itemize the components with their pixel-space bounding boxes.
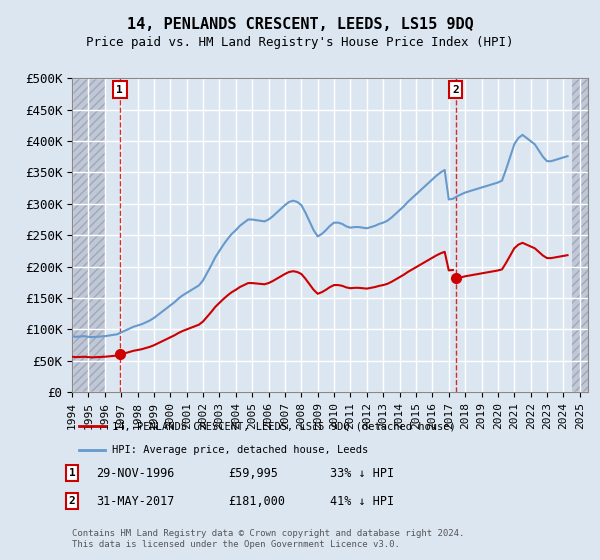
Text: 31-MAY-2017: 31-MAY-2017 [96, 494, 175, 508]
Text: £181,000: £181,000 [228, 494, 285, 508]
Text: Contains HM Land Registry data © Crown copyright and database right 2024.
This d: Contains HM Land Registry data © Crown c… [72, 529, 464, 549]
Text: 14, PENLANDS CRESCENT, LEEDS, LS15 9DQ: 14, PENLANDS CRESCENT, LEEDS, LS15 9DQ [127, 17, 473, 32]
Text: 29-NOV-1996: 29-NOV-1996 [96, 466, 175, 480]
Text: Price paid vs. HM Land Registry's House Price Index (HPI): Price paid vs. HM Land Registry's House … [86, 36, 514, 49]
Text: 33% ↓ HPI: 33% ↓ HPI [330, 466, 394, 480]
Text: 2: 2 [68, 496, 76, 506]
Text: 2: 2 [452, 85, 459, 95]
Bar [72, 78, 105, 392]
Text: 14, PENLANDS CRESCENT, LEEDS, LS15 9DQ (detached house): 14, PENLANDS CRESCENT, LEEDS, LS15 9DQ (… [112, 421, 455, 431]
Text: 41% ↓ HPI: 41% ↓ HPI [330, 494, 394, 508]
Text: 1: 1 [68, 468, 76, 478]
Text: 1: 1 [116, 85, 123, 95]
Text: HPI: Average price, detached house, Leeds: HPI: Average price, detached house, Leed… [112, 445, 368, 455]
Text: £59,995: £59,995 [228, 466, 278, 480]
Bar [572, 78, 588, 392]
